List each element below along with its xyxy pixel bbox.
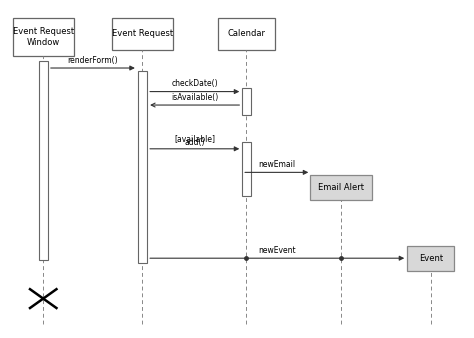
Text: Event Request
Window: Event Request Window [13, 27, 74, 47]
Text: Event Request: Event Request [112, 29, 173, 38]
Text: Event: Event [419, 254, 443, 263]
FancyBboxPatch shape [310, 175, 372, 200]
FancyBboxPatch shape [242, 88, 251, 115]
FancyBboxPatch shape [242, 142, 251, 196]
Text: Calendar: Calendar [228, 29, 265, 38]
FancyBboxPatch shape [38, 61, 48, 260]
Text: Email Alert: Email Alert [318, 183, 364, 192]
Text: renderForm(): renderForm() [67, 56, 118, 65]
Text: add(): add() [184, 139, 205, 147]
Text: [available]: [available] [174, 134, 215, 143]
FancyBboxPatch shape [112, 18, 173, 49]
Text: newEmail: newEmail [258, 160, 295, 169]
FancyBboxPatch shape [12, 18, 74, 56]
Text: newEvent: newEvent [258, 246, 296, 255]
Text: isAvailable(): isAvailable() [171, 93, 219, 102]
Text: checkDate(): checkDate() [172, 79, 218, 88]
FancyBboxPatch shape [138, 71, 147, 263]
FancyBboxPatch shape [218, 18, 275, 49]
FancyBboxPatch shape [407, 246, 455, 271]
